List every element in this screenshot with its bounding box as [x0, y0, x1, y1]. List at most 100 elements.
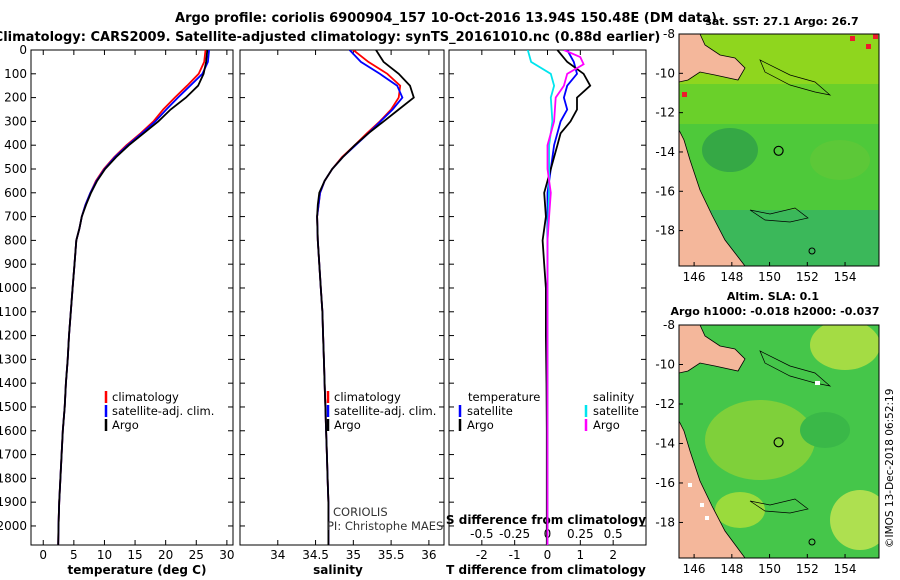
lat-tick-label: -18	[655, 515, 675, 529]
sst-map-axes: 146 148 150 152 154 -8 -10 -12 -14 -16 -18	[655, 27, 856, 284]
pressure-tick-label: 300	[4, 114, 27, 128]
sla-map-title1: Altim. SLA: 0.1	[727, 290, 819, 303]
pressure-tick-label: 800	[4, 233, 27, 247]
series-line-temperature-argo	[541, 50, 592, 545]
sst-map	[679, 34, 879, 266]
pressure-tick-label: 600	[4, 186, 27, 200]
profile-series	[57, 50, 592, 545]
x-tick-label: -2	[476, 548, 488, 562]
t-difference-axis-label: T difference from climatology	[446, 563, 646, 577]
lat-tick-label: -10	[655, 357, 675, 371]
lon-tick-label: 148	[720, 562, 743, 576]
pressure-tick-label: 1700	[0, 448, 27, 462]
lat-tick-label: -14	[655, 436, 675, 450]
x2-tick-label: 0.5	[604, 527, 623, 541]
figure-title-line2: Climatology: CARS2009. Satellite-adjuste…	[0, 30, 660, 45]
lat-tick-label: -10	[655, 66, 675, 80]
sla-map-title2: Argo h1000: -0.018 h2000: -0.037	[670, 305, 879, 318]
x-tick-label: 0	[544, 548, 552, 562]
sst-hot-cell	[866, 44, 871, 49]
series-line-climatology	[57, 50, 207, 545]
lat-tick-label: -16	[655, 184, 675, 198]
legend-s-satellite: satellite	[593, 404, 639, 418]
x-tick-label: 25	[189, 548, 204, 562]
argo-position-marker	[773, 437, 784, 448]
pressure-tick-label: 100	[4, 67, 27, 81]
lon-tick-label: 152	[796, 562, 819, 576]
pressure-tick-label: 1900	[0, 495, 27, 509]
series-line-satellite-adj-clim-	[57, 50, 210, 545]
lat-tick-label: -12	[655, 106, 675, 120]
pressure-tick-label: 500	[4, 162, 27, 176]
pressure-tick-label: 400	[4, 138, 27, 152]
salinity-axis-label: salinity	[313, 563, 363, 577]
sla-high-patch	[705, 400, 815, 480]
legend-t-satellite: satellite	[467, 404, 513, 418]
pressure-axis: 0 100 200 300 400 500 600 700 800 900 1000 1100 1200…	[0, 43, 646, 533]
sst-map-title: sat. SST: 27.1 Argo: 26.7	[705, 15, 858, 28]
pressure-tick-label: 1400	[0, 376, 27, 390]
lon-tick-label: 150	[758, 562, 781, 576]
sla-land-australia	[679, 420, 746, 558]
series-line-climatology	[316, 50, 402, 545]
x-tick-label: 35.5	[378, 548, 405, 562]
salinity-panel-frame	[239, 49, 445, 546]
legend-satellite: satellite-adj. clim.	[334, 404, 436, 418]
salinity-legend: climatology satellite-adj. clim. Argo CO…	[326, 390, 443, 533]
x-tick-label: 15	[127, 548, 142, 562]
lat-tick-label: -8	[663, 27, 675, 41]
sla-land-png	[679, 325, 746, 374]
sla-high-patch	[715, 492, 765, 528]
lon-tick-label: 154	[834, 562, 857, 576]
legend-climatology: climatology	[112, 390, 179, 404]
x-tick-label: 30	[219, 548, 234, 562]
coriolis-note: CORIOLIS	[333, 505, 388, 519]
lon-tick-label: 152	[796, 270, 819, 284]
sla-map-axes: 146 148 150 152 154 -8 -10 -12 -14 -16 -18	[655, 318, 856, 576]
station-marker	[808, 538, 816, 546]
lon-tick-label: 146	[683, 562, 706, 576]
sst-hot-cell	[682, 92, 687, 97]
pressure-tick-label: 2000	[0, 519, 27, 533]
sst-reef-outline	[759, 59, 832, 96]
lon-tick-label: 148	[720, 270, 743, 284]
lat-tick-label: -8	[663, 318, 675, 332]
series-line-argo	[316, 50, 415, 545]
x-tick-label: 1	[577, 548, 585, 562]
pi-note: PI: Christophe MAES	[327, 519, 443, 533]
x-tick-label: 34.5	[302, 548, 329, 562]
legend-temperature-heading: temperature	[468, 390, 540, 404]
series-line-salinity-argo	[546, 50, 585, 545]
sst-cool-patch	[702, 128, 758, 172]
sla-high-patch	[810, 325, 879, 370]
sla-map	[679, 325, 879, 558]
lat-tick-label: -18	[655, 224, 675, 238]
x-tick-label: 5	[70, 548, 78, 562]
pressure-tick-label: 1000	[0, 281, 27, 295]
pressure-tick-label: 700	[4, 210, 27, 224]
x2-tick-label: -0.5	[470, 527, 493, 541]
legend-argo: Argo	[334, 418, 361, 432]
figure-title-line1: Argo profile: coriolis 6900904_157 10-Oc…	[175, 11, 717, 26]
x-tick-label: 10	[97, 548, 112, 562]
pressure-tick-label: 200	[4, 91, 27, 105]
legend-salinity-heading: salinity	[593, 390, 634, 404]
x2-tick-label: -0.25	[499, 527, 530, 541]
x-tick-label: 35	[346, 548, 361, 562]
sst-map-frame	[678, 33, 880, 267]
temperature-legend: climatology satellite-adj. clim. Argo	[104, 390, 214, 432]
lon-tick-label: 146	[683, 270, 706, 284]
temperature-axis-label: temperature (deg C)	[68, 563, 207, 577]
sla-missing-cell	[700, 503, 704, 507]
legend-climatology: climatology	[334, 390, 401, 404]
sla-missing-cell	[688, 483, 692, 487]
x-tick-label: 36	[421, 548, 436, 562]
series-line-argo	[57, 50, 209, 545]
argo-position-marker	[773, 145, 784, 156]
pressure-tick-label: 1500	[0, 400, 27, 414]
legend-s-argo: Argo	[593, 418, 620, 432]
sst-mid-band	[679, 84, 879, 124]
sla-high-patch	[830, 490, 879, 550]
sla-low-patch	[800, 412, 850, 448]
series-line-satellite-adj-clim-	[316, 50, 404, 545]
